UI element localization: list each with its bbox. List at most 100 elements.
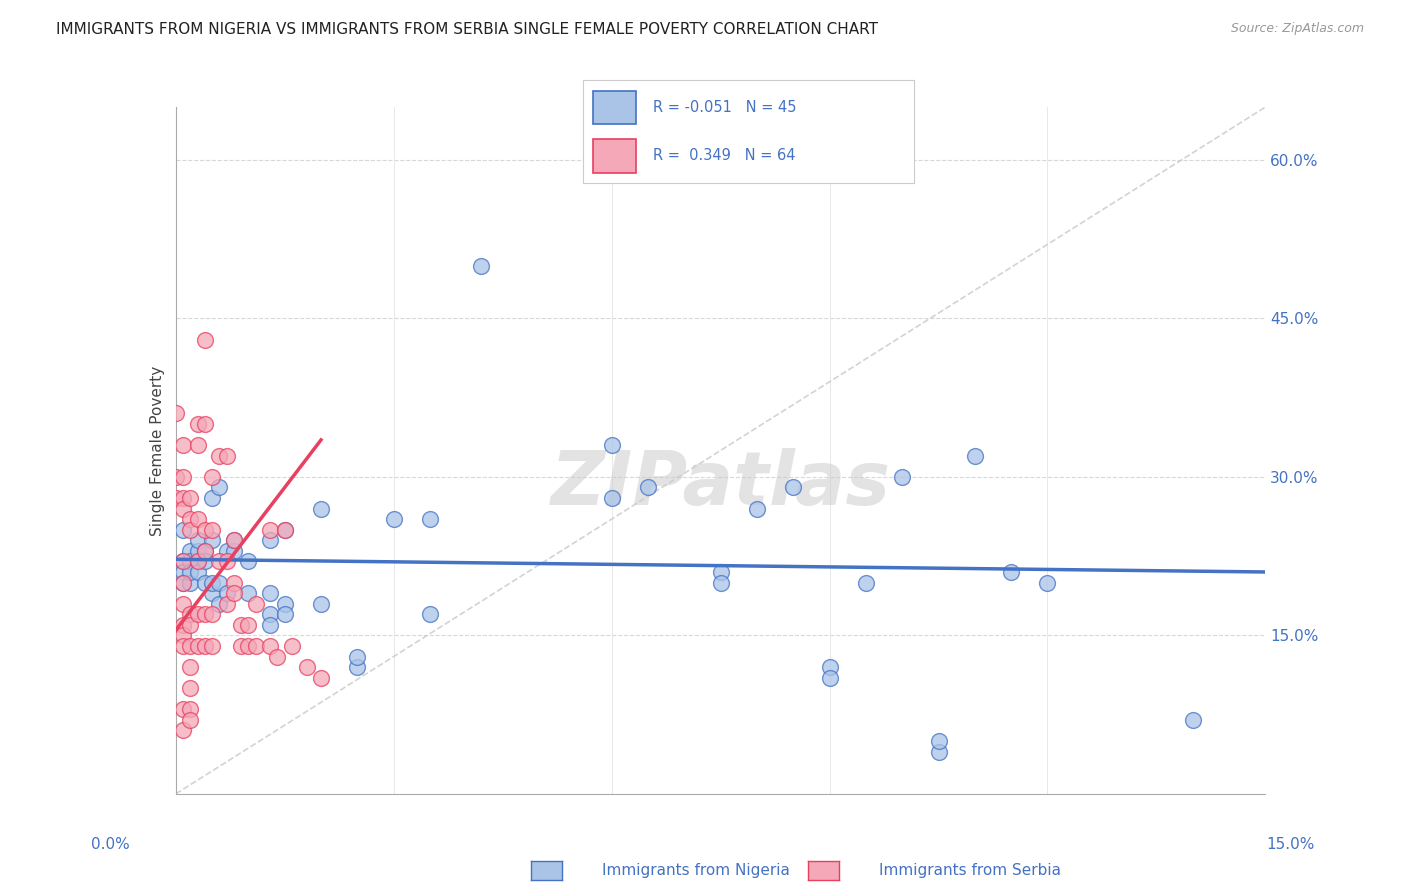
- Point: [201, 575, 224, 590]
- Text: 15.0%: 15.0%: [1267, 837, 1315, 852]
- Point: [208, 575, 231, 590]
- Point: [238, 554, 260, 568]
- Point: [194, 544, 217, 558]
- Point: [165, 407, 187, 421]
- Text: IMMIGRANTS FROM NIGERIA VS IMMIGRANTS FROM SERBIA SINGLE FEMALE POVERTY CORRELAT: IMMIGRANTS FROM NIGERIA VS IMMIGRANTS FR…: [56, 22, 879, 37]
- Point: [222, 586, 245, 600]
- Point: [179, 713, 201, 727]
- Point: [194, 607, 217, 622]
- Point: [165, 491, 187, 505]
- Point: [186, 533, 209, 548]
- Point: [309, 501, 332, 516]
- Point: [194, 575, 217, 590]
- Point: [215, 544, 238, 558]
- Point: [419, 512, 441, 526]
- Point: [172, 470, 194, 484]
- Point: [782, 480, 804, 494]
- Point: [891, 470, 914, 484]
- Point: [201, 639, 224, 653]
- Point: [215, 586, 238, 600]
- Point: [710, 575, 733, 590]
- Point: [179, 639, 201, 653]
- Point: [172, 639, 194, 653]
- Point: [309, 597, 332, 611]
- Text: Immigrants from Serbia: Immigrants from Serbia: [879, 863, 1060, 878]
- Point: [745, 501, 768, 516]
- Point: [172, 702, 194, 716]
- Text: Immigrants from Nigeria: Immigrants from Nigeria: [602, 863, 790, 878]
- Point: [928, 745, 950, 759]
- Point: [179, 554, 201, 568]
- Point: [215, 597, 238, 611]
- Point: [470, 259, 492, 273]
- Point: [194, 554, 217, 568]
- Point: [637, 480, 659, 494]
- Point: [295, 660, 318, 674]
- Point: [194, 544, 217, 558]
- FancyBboxPatch shape: [593, 91, 637, 124]
- Point: [172, 554, 194, 568]
- Point: [165, 470, 187, 484]
- Point: [238, 639, 260, 653]
- Point: [222, 533, 245, 548]
- Point: [179, 617, 201, 632]
- Point: [818, 660, 841, 674]
- Point: [208, 449, 231, 463]
- Point: [231, 639, 253, 653]
- Point: [1000, 565, 1022, 579]
- Point: [201, 607, 224, 622]
- Point: [259, 639, 281, 653]
- Point: [186, 417, 209, 431]
- Point: [172, 628, 194, 642]
- Text: R = -0.051   N = 45: R = -0.051 N = 45: [652, 100, 796, 115]
- Point: [710, 565, 733, 579]
- Point: [346, 660, 368, 674]
- Point: [179, 607, 201, 622]
- Text: 0.0%: 0.0%: [91, 837, 131, 852]
- Point: [172, 575, 194, 590]
- Point: [179, 512, 201, 526]
- Text: R =  0.349   N = 64: R = 0.349 N = 64: [652, 148, 796, 163]
- Point: [194, 333, 217, 347]
- Point: [245, 597, 267, 611]
- Y-axis label: Single Female Poverty: Single Female Poverty: [149, 366, 165, 535]
- Point: [186, 554, 209, 568]
- Point: [208, 554, 231, 568]
- Point: [1036, 575, 1059, 590]
- Point: [215, 554, 238, 568]
- Point: [201, 533, 224, 548]
- Point: [419, 607, 441, 622]
- Point: [274, 607, 297, 622]
- Point: [309, 671, 332, 685]
- Point: [201, 523, 224, 537]
- Point: [186, 565, 209, 579]
- Point: [208, 597, 231, 611]
- Point: [963, 449, 986, 463]
- Point: [172, 501, 194, 516]
- Point: [259, 533, 281, 548]
- Point: [194, 523, 217, 537]
- Point: [201, 470, 224, 484]
- Point: [266, 649, 288, 664]
- Point: [186, 639, 209, 653]
- Point: [179, 575, 201, 590]
- Text: ZIPatlas: ZIPatlas: [551, 449, 890, 521]
- Point: [194, 639, 217, 653]
- Point: [172, 575, 194, 590]
- Point: [201, 491, 224, 505]
- Point: [172, 597, 194, 611]
- Point: [179, 544, 201, 558]
- Point: [179, 523, 201, 537]
- Point: [382, 512, 405, 526]
- Point: [600, 438, 623, 452]
- Point: [245, 639, 267, 653]
- Point: [222, 533, 245, 548]
- FancyBboxPatch shape: [593, 139, 637, 173]
- Point: [179, 681, 201, 696]
- Point: [274, 597, 297, 611]
- Point: [172, 491, 194, 505]
- Point: [186, 438, 209, 452]
- Point: [215, 449, 238, 463]
- Point: [855, 575, 877, 590]
- Point: [238, 586, 260, 600]
